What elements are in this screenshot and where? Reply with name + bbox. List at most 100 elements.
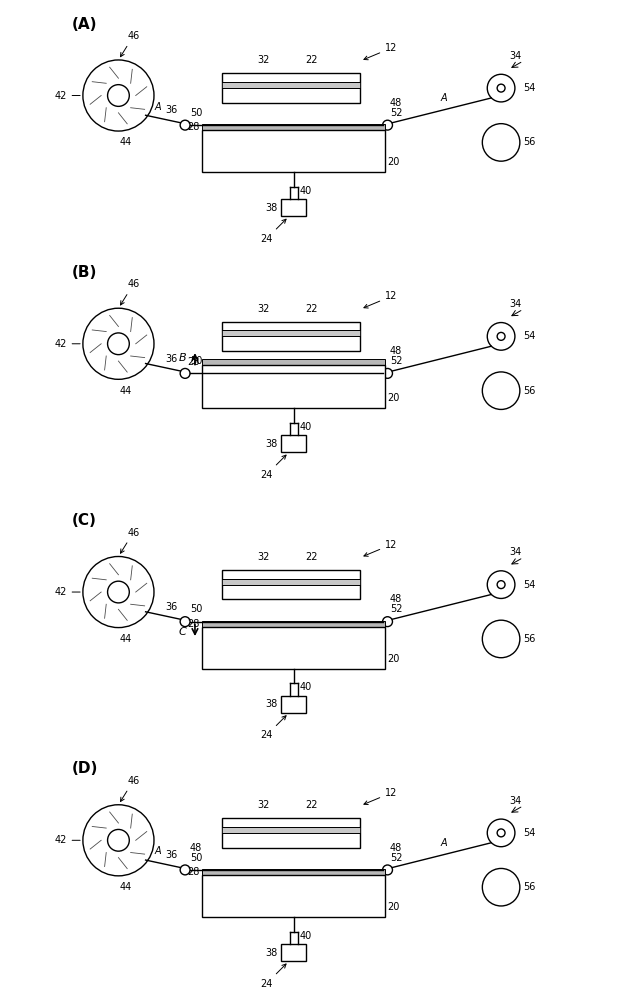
Text: 52: 52 [390,853,402,863]
Text: 40: 40 [300,682,312,692]
Circle shape [482,372,520,409]
Text: A: A [441,93,448,103]
Text: 12: 12 [364,540,397,556]
Text: 24: 24 [261,964,286,989]
Text: 20: 20 [388,393,400,403]
Text: 36: 36 [165,105,178,115]
Text: 42: 42 [54,835,80,845]
Circle shape [383,368,392,378]
Text: 22: 22 [306,800,318,810]
Text: 48: 48 [190,843,202,853]
Text: 20: 20 [388,157,400,167]
Text: A: A [155,846,161,856]
Text: 38: 38 [265,203,277,213]
Text: 56: 56 [523,882,536,892]
Text: 46: 46 [121,31,139,57]
Circle shape [180,120,190,130]
Text: C: C [179,627,187,637]
Text: 34: 34 [510,299,522,309]
Text: 44: 44 [119,137,132,147]
Text: 48: 48 [390,843,402,853]
FancyBboxPatch shape [281,944,306,961]
FancyBboxPatch shape [202,130,385,172]
Text: 36: 36 [165,602,178,612]
FancyBboxPatch shape [202,365,385,408]
FancyBboxPatch shape [222,570,360,599]
Text: 54: 54 [523,580,536,590]
Text: A: A [155,102,161,112]
Text: 46: 46 [121,528,139,553]
Text: 50: 50 [190,604,202,614]
Text: 12: 12 [364,788,397,805]
FancyBboxPatch shape [281,199,306,216]
FancyBboxPatch shape [222,330,360,336]
Text: 20: 20 [388,654,400,664]
Text: 48: 48 [390,594,402,604]
FancyBboxPatch shape [222,818,360,848]
Text: 38: 38 [265,948,277,958]
Text: 52: 52 [390,108,402,118]
Circle shape [383,865,392,875]
Text: 24: 24 [261,219,286,244]
FancyBboxPatch shape [222,82,360,88]
Text: 32: 32 [258,552,270,562]
Text: 36: 36 [165,354,178,364]
Text: 48: 48 [390,98,402,108]
Text: 50: 50 [190,356,202,366]
Text: 42: 42 [54,339,80,349]
Text: (D): (D) [72,761,98,776]
Circle shape [180,865,190,875]
FancyBboxPatch shape [222,322,360,351]
Text: 12: 12 [364,43,397,60]
Text: 56: 56 [523,386,536,396]
Text: 32: 32 [258,55,270,65]
Text: 42: 42 [54,91,80,101]
Text: 40: 40 [300,186,312,196]
Text: 52: 52 [390,604,402,614]
Text: 38: 38 [265,699,277,709]
Text: 36: 36 [165,850,178,860]
Text: 44: 44 [119,882,132,892]
Circle shape [383,617,392,627]
Text: 20: 20 [388,902,400,912]
FancyBboxPatch shape [222,73,360,103]
Text: 44: 44 [119,634,132,644]
Text: 44: 44 [119,386,132,396]
Text: 50: 50 [190,108,202,118]
Text: 28: 28 [187,867,200,877]
Text: 34: 34 [510,796,522,806]
FancyBboxPatch shape [202,359,385,365]
FancyBboxPatch shape [222,827,360,833]
FancyBboxPatch shape [202,124,385,130]
Text: 40: 40 [300,931,312,941]
Text: 32: 32 [258,800,270,810]
Circle shape [180,617,190,627]
Text: 28: 28 [187,122,200,132]
Text: (C): (C) [72,513,96,528]
FancyBboxPatch shape [202,627,385,669]
Text: 46: 46 [121,279,139,305]
Circle shape [482,868,520,906]
Text: 40: 40 [300,422,312,432]
Text: 12: 12 [364,291,397,308]
FancyBboxPatch shape [202,621,385,627]
Text: 56: 56 [523,137,536,147]
Text: 22: 22 [306,552,318,562]
Text: 32: 32 [258,304,270,314]
Text: 54: 54 [523,331,536,341]
Text: 24: 24 [261,455,286,480]
Text: 54: 54 [523,828,536,838]
Text: 50: 50 [190,853,202,863]
Text: 24: 24 [261,716,286,740]
Circle shape [482,124,520,161]
Text: (B): (B) [72,265,97,280]
Text: 46: 46 [121,776,139,801]
Text: 22: 22 [306,55,318,65]
FancyBboxPatch shape [281,435,306,452]
Text: 56: 56 [523,634,536,644]
Circle shape [482,620,520,658]
Text: 22: 22 [306,304,318,314]
FancyBboxPatch shape [222,579,360,585]
Text: 52: 52 [390,356,402,366]
Text: 54: 54 [523,83,536,93]
